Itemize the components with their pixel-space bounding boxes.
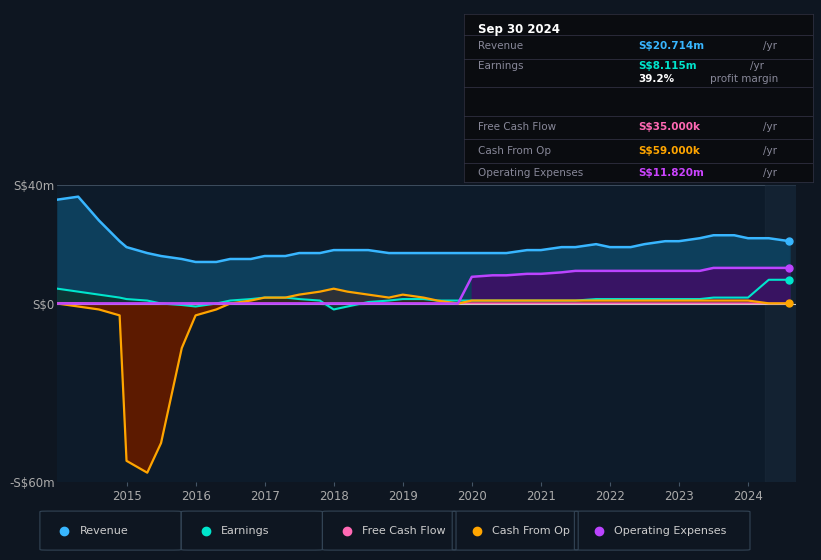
- Text: Free Cash Flow: Free Cash Flow: [362, 526, 446, 535]
- Text: Sep 30 2024: Sep 30 2024: [478, 24, 560, 36]
- Text: Operating Expenses: Operating Expenses: [614, 526, 727, 535]
- Text: 39.2%: 39.2%: [639, 74, 675, 83]
- Text: /yr: /yr: [763, 168, 777, 178]
- Bar: [765, 185, 796, 482]
- Text: /yr: /yr: [763, 122, 777, 132]
- Text: /yr: /yr: [750, 61, 764, 71]
- Text: profit margin: profit margin: [710, 74, 778, 83]
- Text: S$11.820m: S$11.820m: [639, 168, 704, 178]
- Text: Revenue: Revenue: [80, 526, 128, 535]
- Text: /yr: /yr: [763, 146, 777, 156]
- Text: Cash From Op: Cash From Op: [478, 146, 551, 156]
- Text: S$35.000k: S$35.000k: [639, 122, 700, 132]
- Text: /yr: /yr: [763, 41, 777, 51]
- Text: Cash From Op: Cash From Op: [492, 526, 570, 535]
- Text: S$59.000k: S$59.000k: [639, 146, 700, 156]
- Text: S$20.714m: S$20.714m: [639, 41, 704, 51]
- Text: Revenue: Revenue: [478, 41, 523, 51]
- Text: Free Cash Flow: Free Cash Flow: [478, 122, 556, 132]
- Text: Operating Expenses: Operating Expenses: [478, 168, 583, 178]
- Text: Earnings: Earnings: [221, 526, 269, 535]
- Text: Earnings: Earnings: [478, 61, 523, 71]
- Text: S$8.115m: S$8.115m: [639, 61, 697, 71]
